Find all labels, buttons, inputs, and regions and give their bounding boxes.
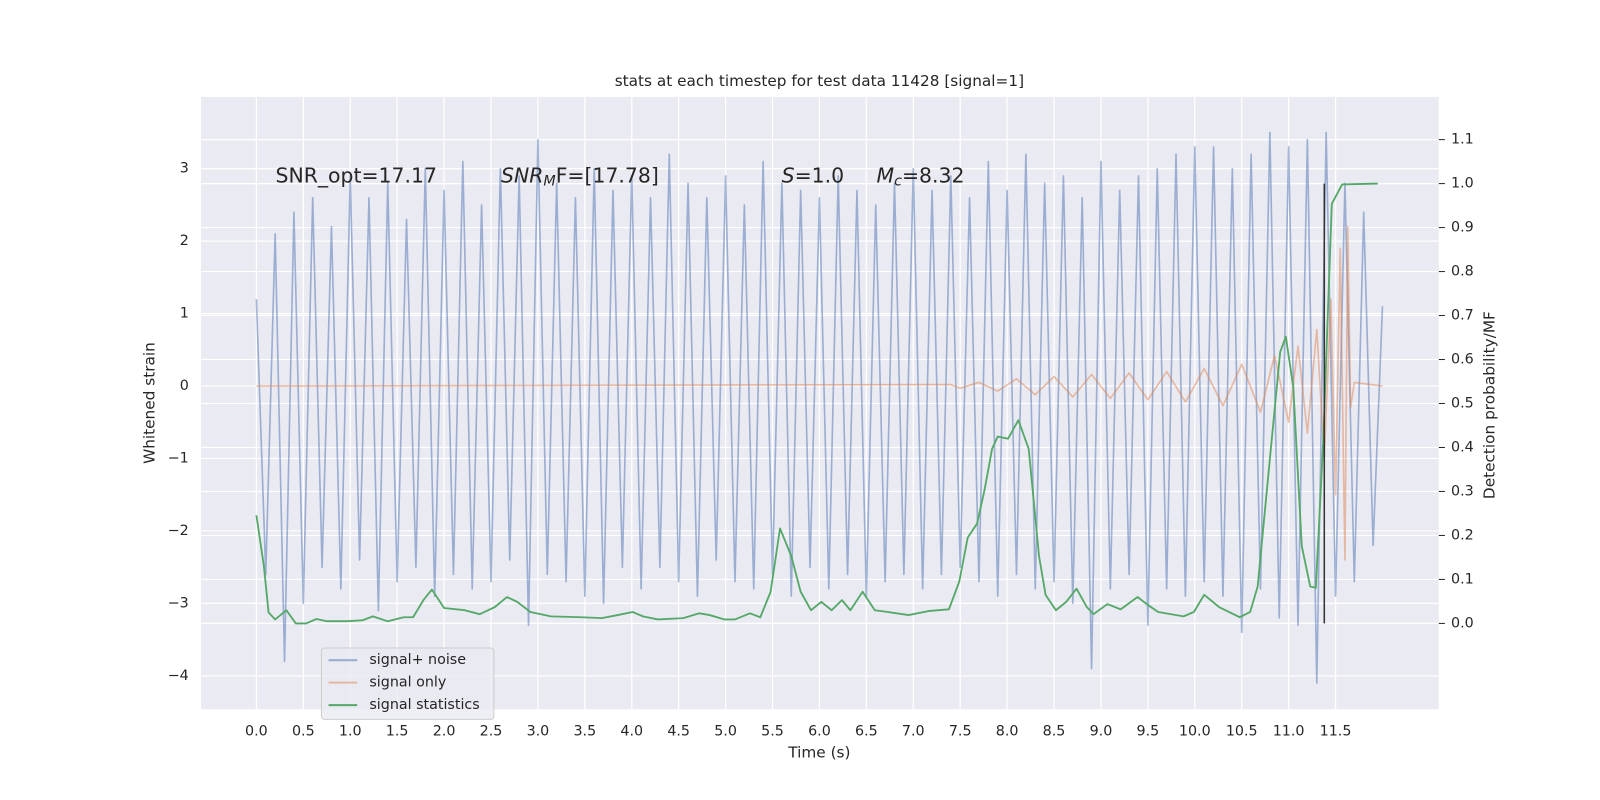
x-tick-label: 1.5 — [386, 724, 409, 740]
legend-label: signal+ noise — [369, 652, 466, 668]
y-tick-label: 3 — [180, 161, 189, 177]
annotation-part: =8.32 — [902, 164, 965, 188]
x-tick-label: 9.0 — [1090, 724, 1113, 740]
annotation-part: =1.0 — [795, 164, 845, 188]
y2-tick-label: 0.6 — [1451, 352, 1474, 368]
y2-tick-label: 1.1 — [1451, 132, 1474, 148]
series-line — [256, 225, 1383, 561]
x-tick-label: 0.5 — [292, 724, 315, 740]
y2-tick-label: 0.2 — [1451, 527, 1474, 543]
annotation-part: F=[17.78] — [556, 164, 659, 188]
annotation: SNRMF=[17.78] — [501, 164, 659, 190]
x-tick-label: 6.5 — [855, 724, 878, 740]
y2-tick-label: 0.5 — [1451, 396, 1474, 412]
y-tick-label: −3 — [168, 595, 189, 611]
annotation-part: M — [877, 164, 895, 188]
y-tick-label: 2 — [180, 233, 189, 249]
annotation-part: S — [782, 164, 795, 188]
y2-tick-label: 0.1 — [1451, 571, 1474, 587]
x-tick-label: 3.5 — [573, 724, 596, 740]
legend-label: signal statistics — [369, 697, 479, 713]
y2-tick-label: 0.9 — [1451, 220, 1474, 236]
series-line — [255, 182, 1378, 625]
x-tick-label: 8.0 — [996, 724, 1019, 740]
x-tick-label: 4.0 — [620, 724, 643, 740]
x-tick-label: 9.5 — [1137, 724, 1160, 740]
y2-tick-label: 0.4 — [1451, 439, 1474, 455]
x-tick-label: 2.0 — [433, 724, 456, 740]
x-tick-label: 5.0 — [714, 724, 737, 740]
x-tick-label: 3.0 — [527, 724, 550, 740]
x-tick-label: 10.0 — [1179, 724, 1211, 740]
x-tick-label: 7.0 — [902, 724, 925, 740]
series-line — [255, 131, 1384, 684]
x-tick-label: 10.5 — [1226, 724, 1258, 740]
annotation-part: c — [894, 174, 902, 190]
annotation: S=1.0 — [782, 164, 844, 188]
y-tick-label: −2 — [168, 523, 189, 539]
x-tick-label: 5.5 — [761, 724, 784, 740]
y2-axis-label: Detection probability/MF — [1480, 311, 1498, 499]
legend-box — [320, 647, 495, 720]
annotation: Mc=8.32 — [877, 164, 965, 190]
y-tick-label: −1 — [168, 450, 189, 466]
y2-tick-label: 0.7 — [1451, 308, 1474, 324]
annotation-part: M — [543, 174, 555, 190]
y-axis-label: Whitened strain — [141, 342, 159, 464]
legend-label: signal only — [369, 675, 446, 691]
x-tick-label: 8.5 — [1043, 724, 1066, 740]
y2-tick-label: 0.3 — [1451, 483, 1474, 499]
y2-tick-label: 0.0 — [1451, 615, 1474, 631]
x-tick-label: 4.5 — [667, 724, 690, 740]
annotation-part: SNR — [501, 164, 543, 188]
y2-tick-label: 1.0 — [1451, 176, 1474, 192]
y-tick-label: 1 — [180, 306, 189, 322]
x-tick-label: 1.0 — [339, 724, 362, 740]
x-tick-label: 0.0 — [245, 724, 268, 740]
x-axis-label: Time (s) — [787, 744, 850, 762]
y-tick-label: 0 — [180, 378, 189, 394]
annotation: SNR_opt=17.17 — [276, 164, 437, 189]
y2-tick-label: 0.8 — [1451, 264, 1474, 280]
x-tick-label: 11.0 — [1273, 724, 1305, 740]
x-tick-label: 6.0 — [808, 724, 831, 740]
chart-title: stats at each timestep for test data 114… — [615, 72, 1024, 90]
x-tick-label: 11.5 — [1320, 724, 1352, 740]
x-tick-label: 7.5 — [949, 724, 972, 740]
y-tick-label: −4 — [168, 668, 189, 684]
x-tick-label: 2.5 — [480, 724, 503, 740]
